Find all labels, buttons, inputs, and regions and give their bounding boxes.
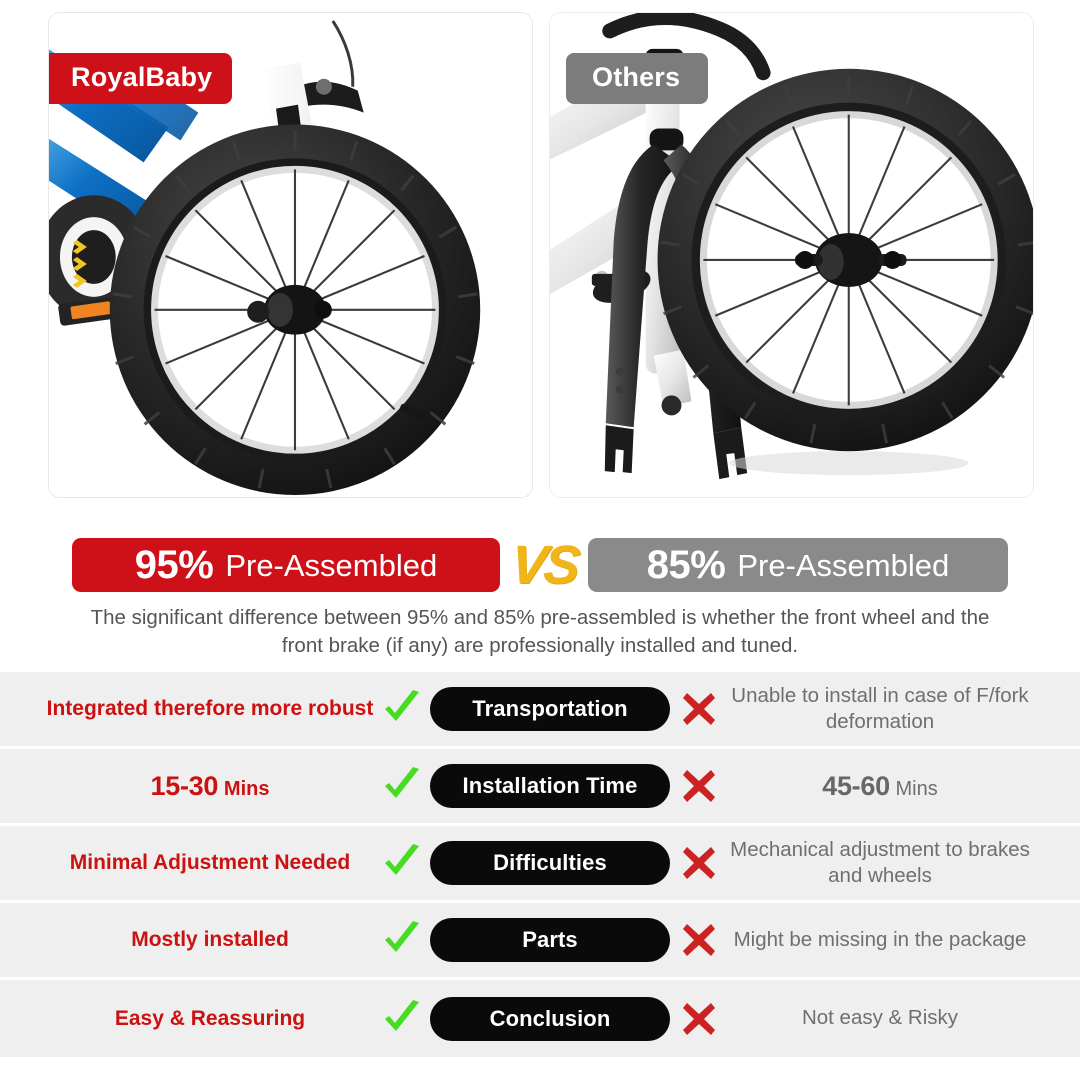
vs-separator: VS bbox=[507, 535, 581, 595]
x-mark-glyph bbox=[683, 924, 715, 956]
category-pill: Installation Time bbox=[430, 764, 670, 808]
table-row: Easy & Reassuring Conclusion Not easy & … bbox=[0, 980, 1080, 1057]
row-left-value: Easy & Reassuring bbox=[114, 1006, 306, 1030]
green-check-icon bbox=[374, 921, 430, 959]
check-mark-glyph bbox=[385, 844, 419, 875]
photo-panels: RoyalBaby bbox=[0, 12, 1080, 498]
row-right-value: Unable to install in case of F/fork defo… bbox=[731, 683, 1029, 733]
x-mark-glyph bbox=[683, 1002, 715, 1035]
table-row: 15-30 Mins Installation Time 45-60 Mins bbox=[0, 749, 1080, 826]
row-left-value: Minimal Adjustment Needed bbox=[69, 851, 351, 875]
row-left-value: Integrated therefore more robust bbox=[46, 697, 374, 721]
row-right-value: 45-60 Mins bbox=[728, 769, 1046, 804]
others-label-text: Others bbox=[592, 62, 681, 92]
category-label: Installation Time bbox=[430, 764, 670, 808]
row-right-value: Mechanical adjustment to brakes and whee… bbox=[730, 837, 1030, 887]
check-mark-glyph bbox=[385, 767, 419, 798]
percent-85: 85% bbox=[646, 543, 726, 587]
comparison-table: Integrated therefore more robust Transpo… bbox=[0, 672, 1080, 1057]
red-x-icon bbox=[670, 692, 728, 726]
green-check-icon bbox=[374, 767, 430, 805]
percent-95: 95% bbox=[134, 543, 214, 587]
panel-royalbaby: RoyalBaby bbox=[48, 12, 533, 498]
check-mark-glyph bbox=[385, 690, 419, 721]
check-mark-glyph bbox=[385, 921, 419, 952]
category-label: Parts bbox=[430, 918, 670, 962]
category-label: Difficulties bbox=[430, 841, 670, 885]
right-duration-unit: Mins bbox=[895, 777, 938, 800]
left-duration-unit: Mins bbox=[223, 777, 270, 800]
description-text: The significant difference between 95% a… bbox=[90, 606, 990, 658]
row-right-value: Might be missing in the package bbox=[733, 927, 1027, 951]
others-label-badge: Others bbox=[566, 53, 709, 104]
category-pill: Conclusion bbox=[430, 996, 670, 1041]
left-duration-range: 15-30 bbox=[150, 770, 219, 801]
category-pill: Parts bbox=[430, 918, 670, 962]
x-mark-glyph bbox=[683, 693, 715, 725]
table-row: Integrated therefore more robust Transpo… bbox=[0, 672, 1080, 749]
royalbaby-logo-text: RoyalBaby bbox=[71, 62, 213, 92]
banner-95-pre-assembled: 95% Pre-Assembled bbox=[72, 538, 500, 592]
row-left-value: Mostly installed bbox=[131, 928, 289, 952]
red-x-icon bbox=[670, 846, 728, 880]
banner-85-pre-assembled: 85% Pre-Assembled bbox=[588, 538, 1008, 592]
check-mark-glyph bbox=[385, 999, 419, 1031]
red-x-icon bbox=[670, 769, 728, 803]
category-label: Conclusion bbox=[430, 996, 670, 1041]
category-label: Transportation bbox=[430, 687, 670, 731]
green-check-icon bbox=[374, 999, 430, 1038]
table-row: Minimal Adjustment Needed Difficulties M… bbox=[0, 826, 1080, 903]
green-check-icon bbox=[374, 690, 430, 728]
green-check-icon bbox=[374, 844, 430, 882]
category-pill: Transportation bbox=[430, 687, 670, 731]
category-pill: Difficulties bbox=[430, 841, 670, 885]
pre-assembled-label-left: Pre-Assembled bbox=[225, 547, 438, 583]
panel-others: Others bbox=[549, 12, 1034, 498]
red-x-icon bbox=[670, 923, 728, 957]
vs-text: VS bbox=[507, 535, 581, 595]
row-left-value: 15-30 Mins bbox=[46, 770, 374, 803]
disassembled-bike-photo bbox=[550, 13, 1033, 497]
pre-assembled-label-right: Pre-Assembled bbox=[737, 547, 950, 583]
row-right-value: Not easy & Risky bbox=[801, 1006, 959, 1030]
red-x-icon bbox=[670, 1002, 728, 1036]
assembly-percentage-banners: 95% Pre-Assembled VS 85% Pre-Assembled bbox=[0, 534, 1080, 596]
x-mark-glyph bbox=[683, 847, 715, 879]
x-mark-glyph bbox=[683, 770, 715, 802]
right-duration-range: 45-60 bbox=[822, 770, 890, 801]
table-row: Mostly installed Parts Might be missing … bbox=[0, 903, 1080, 980]
royalbaby-logo-badge: RoyalBaby bbox=[49, 53, 233, 104]
